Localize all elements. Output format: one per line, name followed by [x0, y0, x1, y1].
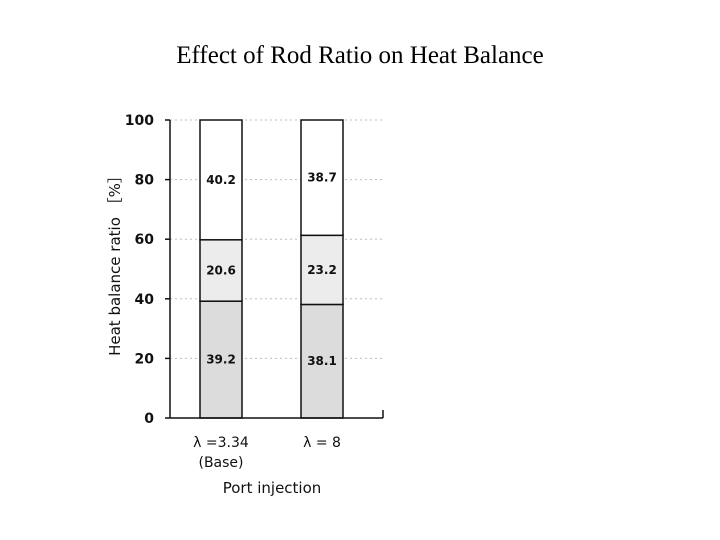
- chart-title: Effect of Rod Ratio on Heat Balance: [176, 42, 544, 69]
- category-label: λ =3.34: [193, 435, 249, 451]
- category-labels: λ =3.34 (Base) λ = 8: [193, 435, 341, 471]
- data-label: 40.2: [206, 173, 236, 187]
- y-tick-label: 80: [135, 173, 155, 189]
- y-tick-label: 60: [135, 232, 155, 248]
- axes: [165, 119, 384, 419]
- y-tick-label: 0: [144, 411, 154, 427]
- x-axis-label: Port injection: [223, 479, 322, 497]
- data-label: 38.1: [307, 354, 337, 368]
- bar-segment-upper: [300, 119, 344, 237]
- y-tick-label: 40: [135, 292, 155, 308]
- y-axis-label: Heat balance ratio ［%］: [106, 168, 124, 356]
- bars: [199, 119, 344, 419]
- bar-segment-middle: [300, 234, 344, 306]
- data-label: 39.2: [206, 353, 236, 367]
- y-tick-labels: 0 20 40 60 80 100: [125, 113, 154, 427]
- category-label: λ = 8: [303, 435, 341, 451]
- y-tick-label: 100: [125, 113, 154, 129]
- bar-segment-upper: [199, 119, 243, 241]
- data-label: 23.2: [307, 263, 337, 277]
- bar-segment-middle: [199, 239, 243, 302]
- data-label: 20.6: [206, 263, 236, 277]
- data-label: 38.7: [307, 171, 337, 185]
- y-tick-label: 20: [135, 351, 155, 367]
- category-sublabel: (Base): [198, 455, 243, 471]
- data-labels: 39.2 20.6 40.2 38.1 23.2 38.7: [206, 171, 337, 369]
